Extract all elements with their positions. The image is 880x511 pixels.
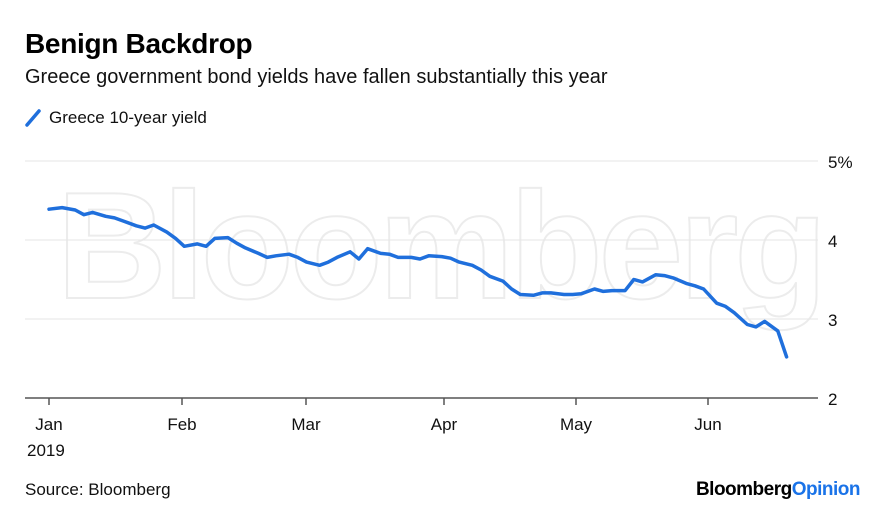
x-tick-label: May [560,415,593,434]
x-tick-label: Jun [694,415,721,434]
y-tick-label: 3 [828,311,837,330]
source-note: Source: Bloomberg [25,480,171,499]
x-tick-label: Jan [35,415,62,434]
brand-part-2: Opinion [791,479,861,500]
diagonal-line-icon [25,109,41,127]
x-tick-label: Apr [431,415,458,434]
legend-label: Greece 10-year yield [49,108,207,127]
watermark: Bloomberg [57,161,823,331]
y-tick-labels: 5% 4 3 2 [828,153,853,409]
y-tick-label: 2 [828,390,837,409]
chart-title: Benign Backdrop [25,28,253,59]
gridlines [25,160,818,320]
y-tick-label: 4 [828,232,837,251]
x-ticks [48,398,709,405]
chart-subtitle: Greece government bond yields have falle… [25,66,608,88]
legend: Greece 10-year yield [25,108,207,128]
greece-10y-yield-line [47,205,789,359]
x-tick-label: Mar [291,415,321,434]
bloomberg-opinion-logo: BloombergOpinion [695,479,861,501]
y-tick-label: 5% [828,153,853,172]
brand-part-1: Bloomberg [695,479,792,500]
x-tick-labels: Jan Feb Mar Apr May Jun 2019 [27,415,722,460]
x-year-label: 2019 [27,441,65,460]
x-tick-label: Feb [167,415,196,434]
